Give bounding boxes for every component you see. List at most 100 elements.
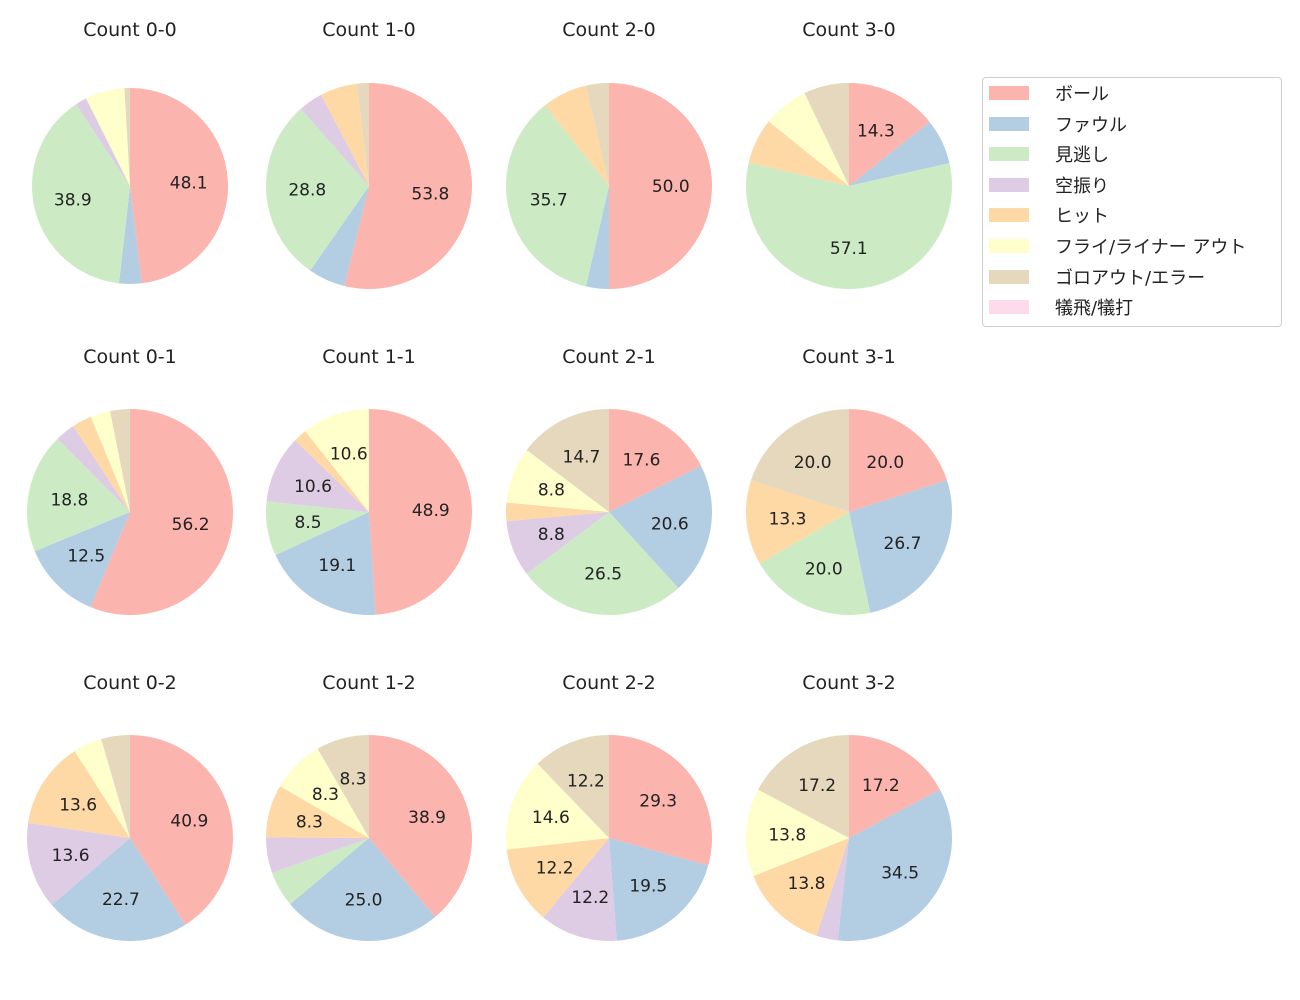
pie-title: Count 2-0: [562, 19, 656, 41]
pie-slice: [300, 94, 369, 186]
slice-label: 20.6: [651, 514, 689, 534]
pie-slice: [758, 735, 849, 838]
pie-slice: [369, 735, 472, 917]
pie-slice: [609, 838, 709, 941]
pie-slice: [746, 162, 952, 289]
pie-slice: [753, 838, 849, 936]
pie-slice: [849, 83, 930, 186]
slice-label: 38.9: [408, 808, 446, 828]
pie-slice: [28, 751, 130, 838]
slice-label: 13.6: [52, 846, 90, 866]
pie-slice: [526, 512, 679, 616]
pie-slice: [57, 426, 131, 512]
legend-label: ボール: [1055, 84, 1109, 105]
slice-label: 25.0: [345, 891, 383, 911]
slice-label: 14.3: [857, 121, 895, 141]
slice-label: 56.2: [172, 515, 210, 535]
pie-slice: [130, 88, 228, 284]
pie-slice: [544, 85, 609, 186]
pie-slice: [266, 108, 369, 271]
pie-slice: [609, 83, 712, 289]
legend-item: ボール: [989, 81, 1109, 105]
pie-slice: [609, 409, 702, 512]
pie-slice: [751, 409, 849, 512]
legend-item: ファウル: [989, 112, 1127, 136]
pie-slice: [73, 416, 130, 512]
pie-slice: [266, 786, 369, 838]
slice-label: 13.6: [59, 795, 97, 815]
pie-slice: [27, 822, 130, 906]
slice-label: 22.7: [102, 890, 140, 910]
pie-title: Count 1-2: [322, 672, 416, 694]
slice-label: 20.0: [866, 453, 904, 473]
pie-slice: [266, 440, 369, 512]
pie-slice: [34, 512, 130, 608]
legend-item: 犠飛/犠打: [989, 295, 1133, 319]
pie-slice: [804, 83, 849, 186]
pie-slice: [543, 838, 617, 941]
pie-title: Count 1-0: [322, 19, 416, 41]
legend-label: ヒット: [1055, 206, 1109, 228]
slice-label: 48.9: [412, 501, 450, 521]
pie-slice: [295, 431, 369, 512]
pie-slice: [849, 121, 950, 186]
pie-slice: [356, 83, 369, 186]
pie-slice: [321, 83, 369, 186]
pie-title: Count 1-1: [322, 346, 416, 368]
legend-swatch: [989, 177, 1029, 192]
slice-label: 8.5: [295, 513, 322, 533]
pie-title: Count 0-1: [83, 346, 177, 368]
pie-slice: [369, 409, 473, 615]
pie-slice: [305, 409, 369, 512]
pie-slice: [506, 449, 609, 512]
slice-label: 53.8: [411, 184, 449, 204]
pie-slice: [849, 480, 952, 613]
pie-slice: [275, 512, 376, 615]
slice-label: 17.2: [862, 776, 900, 796]
pie-slice: [86, 88, 130, 186]
slice-label: 10.6: [294, 477, 332, 497]
pie-slice: [272, 838, 369, 905]
pie-slice: [759, 512, 871, 615]
pie-slice: [746, 480, 849, 564]
pie-slice: [585, 83, 609, 186]
slice-label: 38.9: [54, 191, 92, 211]
slice-label: 19.1: [318, 556, 356, 576]
pie-slice: [585, 186, 609, 289]
slice-label: 50.0: [652, 177, 690, 197]
legend-swatch: [989, 208, 1029, 223]
pie-slice: [537, 735, 609, 838]
pie-slice: [74, 739, 130, 838]
pie-slice: [849, 409, 947, 512]
slice-label: 17.2: [798, 776, 836, 796]
slice-label: 13.3: [769, 509, 807, 529]
slice-label: 19.5: [629, 877, 667, 897]
pie-slice: [90, 410, 130, 512]
pie-slice: [280, 748, 369, 838]
pie-slice: [505, 763, 609, 850]
legend-label: フライ/ライナー アウト: [1055, 237, 1247, 258]
pie-slice: [748, 121, 849, 186]
pie-slice: [746, 789, 849, 877]
legend-label: 見逃し: [1055, 145, 1109, 167]
pie-slice: [609, 735, 712, 866]
legend-item: 空振り: [989, 173, 1109, 197]
legend-label: 犠飛/犠打: [1055, 298, 1134, 320]
slice-label: 12.5: [67, 547, 105, 567]
slice-label: 14.7: [563, 448, 601, 468]
pie-slice: [506, 502, 609, 522]
pie-slice: [609, 465, 712, 589]
pie-slice: [837, 789, 952, 941]
legend-label: ファウル: [1055, 114, 1127, 136]
pie-slice: [526, 409, 609, 512]
slice-label: 14.6: [532, 808, 570, 828]
slice-label: 28.8: [288, 181, 326, 201]
slice-label: 8.8: [538, 481, 565, 501]
pie-slice: [32, 104, 130, 284]
pie-slice: [344, 83, 472, 289]
slice-label: 12.2: [536, 858, 574, 878]
pie-slice: [90, 409, 234, 615]
slice-label: 13.8: [768, 826, 806, 846]
pie-title: Count 3-2: [802, 672, 896, 694]
